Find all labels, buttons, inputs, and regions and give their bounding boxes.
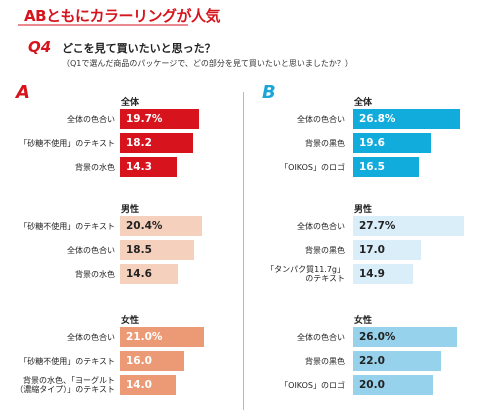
bar-label: 背景の水色	[75, 162, 115, 172]
bar-label: 背景の黒色	[305, 245, 345, 255]
bar-label: 全体の色合い	[67, 332, 115, 342]
bar-value-label: 18.2	[126, 137, 152, 149]
bar-value-label: 22.0	[359, 355, 385, 367]
group-title-b-0: 全体	[354, 98, 373, 108]
bar	[120, 109, 199, 129]
bar-label: 全体の色合い	[67, 245, 115, 255]
bar	[353, 240, 421, 260]
bar-value-label: 19.7%	[126, 113, 163, 125]
question-text: どこを見て買いたいと思った？	[62, 42, 216, 55]
bar-label: 「砂糖不使用」のテキスト	[19, 138, 115, 148]
bar-value-label: 16.5	[359, 161, 385, 173]
bar	[353, 351, 441, 371]
group-title-a-0: 全体	[121, 98, 140, 108]
panel-a-letter: A	[16, 82, 30, 103]
bar	[120, 240, 194, 260]
bar-label: 背景の水色	[75, 269, 115, 279]
bar-value-label: 26.8%	[359, 113, 396, 125]
bar	[120, 351, 184, 371]
headline-underline	[18, 24, 188, 26]
bar	[120, 327, 204, 347]
bar-label: 全体の色合い	[297, 332, 345, 342]
bar-label: 「OIKOS」のロゴ	[280, 380, 345, 390]
bar-value-label: 14.9	[359, 268, 385, 280]
bar-value-label: 19.6	[359, 137, 385, 149]
bar-value-label: 20.4%	[126, 220, 163, 232]
bar-value-label: 27.7%	[359, 220, 396, 232]
group-title-b-2: 女性	[354, 316, 373, 326]
bar	[120, 264, 178, 284]
bar-value-label: 14.6	[126, 268, 152, 280]
bar	[353, 264, 413, 284]
bar	[120, 157, 177, 177]
bar	[353, 216, 464, 236]
headline: ABともにカラーリングが人気	[24, 7, 221, 25]
question-subtext: （Q1で選んだ商品のパッケージで、どの部分を見て買いたいと思いましたか？）	[62, 59, 353, 68]
group-title-a-1: 男性	[121, 205, 140, 215]
bar-label: 背景の黒色	[305, 356, 345, 366]
bar	[120, 375, 176, 395]
panel-divider	[243, 92, 244, 410]
bar	[120, 216, 202, 236]
bar-label: 「砂糖不使用」のテキスト	[19, 356, 115, 366]
bar	[353, 157, 419, 177]
bar-value-label: 20.0	[359, 379, 385, 391]
bar-value-label: 17.0	[359, 244, 385, 256]
bar-label: 全体の色合い	[67, 114, 115, 124]
bar-label: 背景の黒色	[305, 138, 345, 148]
question-number: Q4	[28, 38, 52, 56]
bar-label: 「OIKOS」のロゴ	[280, 162, 345, 172]
bar-value-label: 14.0	[126, 379, 152, 391]
bar	[353, 133, 431, 153]
bar-label: 背景の水色、「ヨーグルト （濃縮タイプ）」のテキスト	[15, 376, 115, 394]
bar-value-label: 18.5	[126, 244, 152, 256]
group-title-b-1: 男性	[354, 205, 373, 215]
bar-value-label: 26.0%	[359, 331, 396, 343]
bar-label: 全体の色合い	[297, 114, 345, 124]
bar	[353, 109, 460, 129]
bar-value-label: 21.0%	[126, 331, 163, 343]
bar-value-label: 14.3	[126, 161, 152, 173]
bar-label: 「砂糖不使用」のテキスト	[19, 221, 115, 231]
bar	[353, 375, 433, 395]
panel-b-letter: B	[262, 82, 276, 103]
bar-value-label: 16.0	[126, 355, 152, 367]
group-title-a-2: 女性	[121, 316, 140, 326]
bar	[353, 327, 457, 347]
bar-label: 全体の色合い	[297, 221, 345, 231]
bar-label: 「タンパク質11.7g」 のテキスト	[266, 265, 345, 283]
bar	[120, 133, 193, 153]
